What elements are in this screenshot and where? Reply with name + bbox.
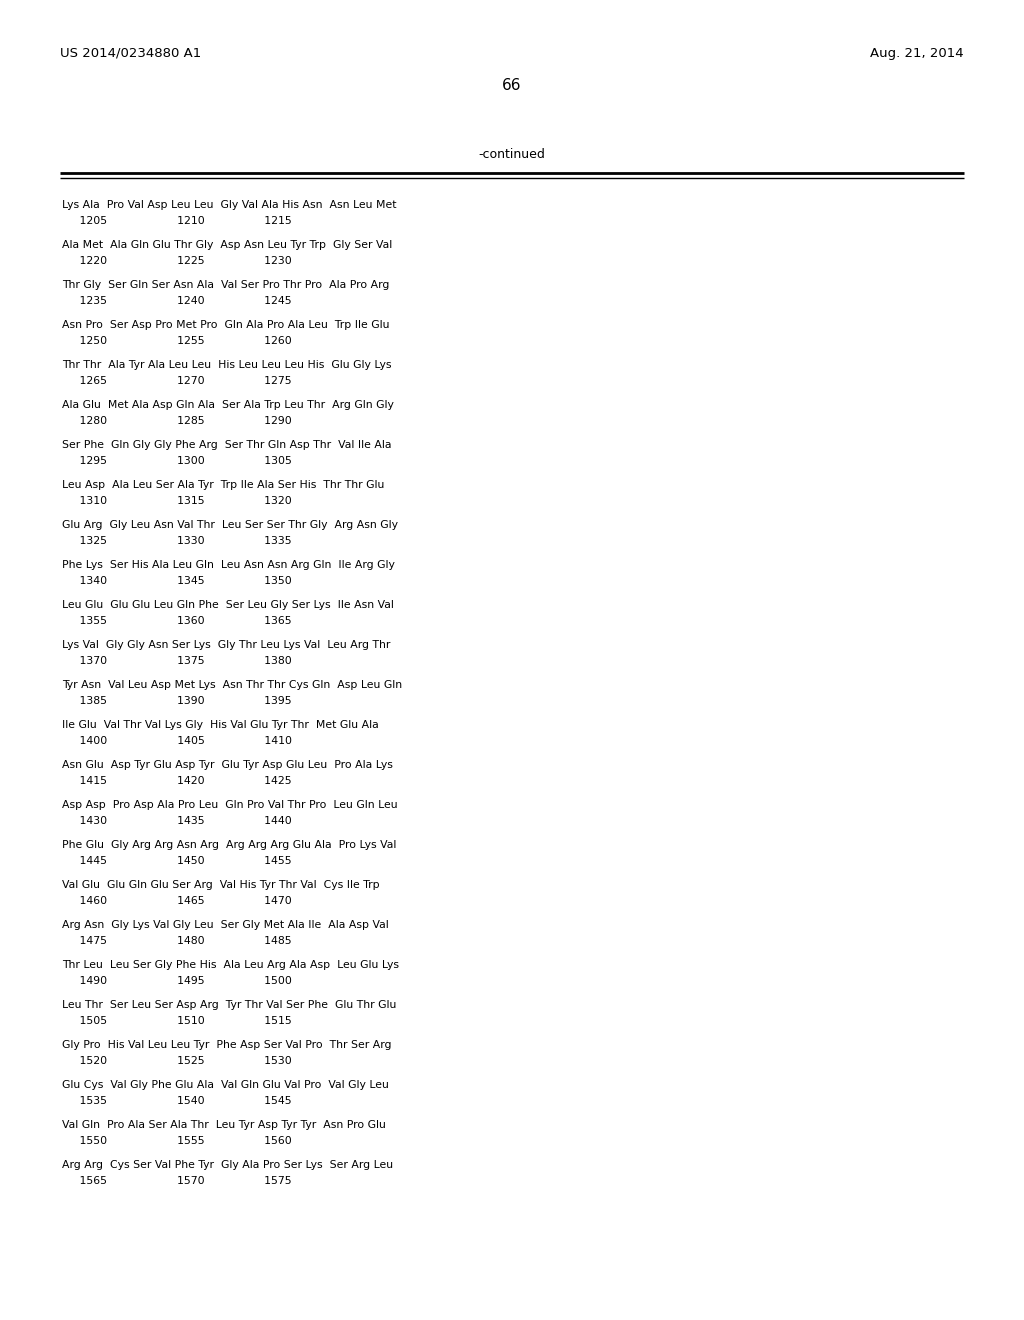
Text: Gly Pro  His Val Leu Leu Tyr  Phe Asp Ser Val Pro  Thr Ser Arg: Gly Pro His Val Leu Leu Tyr Phe Asp Ser … [62, 1040, 391, 1049]
Text: 1430                    1435                 1440: 1430 1435 1440 [62, 816, 292, 826]
Text: 1400                    1405                 1410: 1400 1405 1410 [62, 737, 292, 746]
Text: Ile Glu  Val Thr Val Lys Gly  His Val Glu Tyr Thr  Met Glu Ala: Ile Glu Val Thr Val Lys Gly His Val Glu … [62, 719, 379, 730]
Text: 1475                    1480                 1485: 1475 1480 1485 [62, 936, 292, 946]
Text: US 2014/0234880 A1: US 2014/0234880 A1 [60, 48, 202, 59]
Text: Asn Glu  Asp Tyr Glu Asp Tyr  Glu Tyr Asp Glu Leu  Pro Ala Lys: Asn Glu Asp Tyr Glu Asp Tyr Glu Tyr Asp … [62, 760, 393, 770]
Text: 1235                    1240                 1245: 1235 1240 1245 [62, 296, 292, 306]
Text: 1415                    1420                 1425: 1415 1420 1425 [62, 776, 292, 785]
Text: 1250                    1255                 1260: 1250 1255 1260 [62, 337, 292, 346]
Text: Arg Asn  Gly Lys Val Gly Leu  Ser Gly Met Ala Ile  Ala Asp Val: Arg Asn Gly Lys Val Gly Leu Ser Gly Met … [62, 920, 389, 931]
Text: 1205                    1210                 1215: 1205 1210 1215 [62, 216, 292, 226]
Text: Lys Ala  Pro Val Asp Leu Leu  Gly Val Ala His Asn  Asn Leu Met: Lys Ala Pro Val Asp Leu Leu Gly Val Ala … [62, 201, 396, 210]
Text: Thr Gly  Ser Gln Ser Asn Ala  Val Ser Pro Thr Pro  Ala Pro Arg: Thr Gly Ser Gln Ser Asn Ala Val Ser Pro … [62, 280, 389, 290]
Text: -continued: -continued [478, 148, 546, 161]
Text: 1445                    1450                 1455: 1445 1450 1455 [62, 855, 292, 866]
Text: Val Glu  Glu Gln Glu Ser Arg  Val His Tyr Thr Val  Cys Ile Trp: Val Glu Glu Gln Glu Ser Arg Val His Tyr … [62, 880, 380, 890]
Text: 1280                    1285                 1290: 1280 1285 1290 [62, 416, 292, 426]
Text: Leu Asp  Ala Leu Ser Ala Tyr  Trp Ile Ala Ser His  Thr Thr Glu: Leu Asp Ala Leu Ser Ala Tyr Trp Ile Ala … [62, 480, 384, 490]
Text: 1295                    1300                 1305: 1295 1300 1305 [62, 455, 292, 466]
Text: 1460                    1465                 1470: 1460 1465 1470 [62, 896, 292, 906]
Text: Asn Pro  Ser Asp Pro Met Pro  Gln Ala Pro Ala Leu  Trp Ile Glu: Asn Pro Ser Asp Pro Met Pro Gln Ala Pro … [62, 319, 389, 330]
Text: Ser Phe  Gln Gly Gly Phe Arg  Ser Thr Gln Asp Thr  Val Ile Ala: Ser Phe Gln Gly Gly Phe Arg Ser Thr Gln … [62, 440, 391, 450]
Text: Thr Thr  Ala Tyr Ala Leu Leu  His Leu Leu Leu His  Glu Gly Lys: Thr Thr Ala Tyr Ala Leu Leu His Leu Leu … [62, 360, 391, 370]
Text: 66: 66 [502, 78, 522, 92]
Text: 1550                    1555                 1560: 1550 1555 1560 [62, 1137, 292, 1146]
Text: Ala Met  Ala Gln Glu Thr Gly  Asp Asn Leu Tyr Trp  Gly Ser Val: Ala Met Ala Gln Glu Thr Gly Asp Asn Leu … [62, 240, 392, 249]
Text: Val Gln  Pro Ala Ser Ala Thr  Leu Tyr Asp Tyr Tyr  Asn Pro Glu: Val Gln Pro Ala Ser Ala Thr Leu Tyr Asp … [62, 1119, 386, 1130]
Text: 1565                    1570                 1575: 1565 1570 1575 [62, 1176, 292, 1185]
Text: Phe Lys  Ser His Ala Leu Gln  Leu Asn Asn Arg Gln  Ile Arg Gly: Phe Lys Ser His Ala Leu Gln Leu Asn Asn … [62, 560, 395, 570]
Text: 1385                    1390                 1395: 1385 1390 1395 [62, 696, 292, 706]
Text: Tyr Asn  Val Leu Asp Met Lys  Asn Thr Thr Cys Gln  Asp Leu Gln: Tyr Asn Val Leu Asp Met Lys Asn Thr Thr … [62, 680, 402, 690]
Text: Leu Glu  Glu Glu Leu Gln Phe  Ser Leu Gly Ser Lys  Ile Asn Val: Leu Glu Glu Glu Leu Gln Phe Ser Leu Gly … [62, 601, 394, 610]
Text: 1535                    1540                 1545: 1535 1540 1545 [62, 1096, 292, 1106]
Text: Aug. 21, 2014: Aug. 21, 2014 [870, 48, 964, 59]
Text: 1490                    1495                 1500: 1490 1495 1500 [62, 975, 292, 986]
Text: 1325                    1330                 1335: 1325 1330 1335 [62, 536, 292, 546]
Text: Phe Glu  Gly Arg Arg Asn Arg  Arg Arg Arg Glu Ala  Pro Lys Val: Phe Glu Gly Arg Arg Asn Arg Arg Arg Arg … [62, 840, 396, 850]
Text: 1520                    1525                 1530: 1520 1525 1530 [62, 1056, 292, 1067]
Text: Glu Arg  Gly Leu Asn Val Thr  Leu Ser Ser Thr Gly  Arg Asn Gly: Glu Arg Gly Leu Asn Val Thr Leu Ser Ser … [62, 520, 398, 531]
Text: 1310                    1315                 1320: 1310 1315 1320 [62, 496, 292, 506]
Text: Ala Glu  Met Ala Asp Gln Ala  Ser Ala Trp Leu Thr  Arg Gln Gly: Ala Glu Met Ala Asp Gln Ala Ser Ala Trp … [62, 400, 394, 411]
Text: 1340                    1345                 1350: 1340 1345 1350 [62, 576, 292, 586]
Text: 1265                    1270                 1275: 1265 1270 1275 [62, 376, 292, 385]
Text: Thr Leu  Leu Ser Gly Phe His  Ala Leu Arg Ala Asp  Leu Glu Lys: Thr Leu Leu Ser Gly Phe His Ala Leu Arg … [62, 960, 399, 970]
Text: Glu Cys  Val Gly Phe Glu Ala  Val Gln Glu Val Pro  Val Gly Leu: Glu Cys Val Gly Phe Glu Ala Val Gln Glu … [62, 1080, 389, 1090]
Text: 1220                    1225                 1230: 1220 1225 1230 [62, 256, 292, 267]
Text: Asp Asp  Pro Asp Ala Pro Leu  Gln Pro Val Thr Pro  Leu Gln Leu: Asp Asp Pro Asp Ala Pro Leu Gln Pro Val … [62, 800, 397, 810]
Text: Arg Arg  Cys Ser Val Phe Tyr  Gly Ala Pro Ser Lys  Ser Arg Leu: Arg Arg Cys Ser Val Phe Tyr Gly Ala Pro … [62, 1160, 393, 1170]
Text: Leu Thr  Ser Leu Ser Asp Arg  Tyr Thr Val Ser Phe  Glu Thr Glu: Leu Thr Ser Leu Ser Asp Arg Tyr Thr Val … [62, 1001, 396, 1010]
Text: 1505                    1510                 1515: 1505 1510 1515 [62, 1016, 292, 1026]
Text: 1355                    1360                 1365: 1355 1360 1365 [62, 616, 292, 626]
Text: 1370                    1375                 1380: 1370 1375 1380 [62, 656, 292, 667]
Text: Lys Val  Gly Gly Asn Ser Lys  Gly Thr Leu Lys Val  Leu Arg Thr: Lys Val Gly Gly Asn Ser Lys Gly Thr Leu … [62, 640, 390, 649]
